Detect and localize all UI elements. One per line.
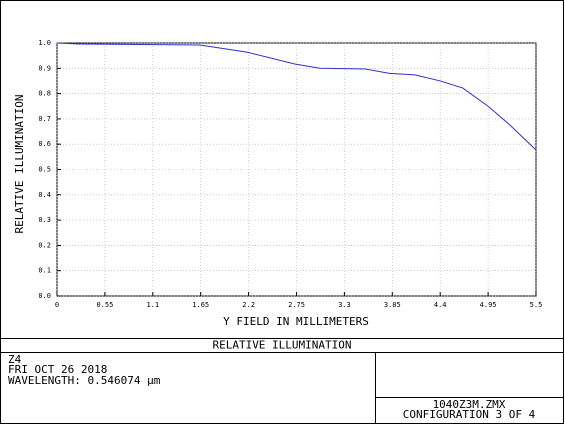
x-tick-label: 2.2: [242, 301, 255, 309]
chart-title: RELATIVE ILLUMINATION: [212, 339, 351, 352]
y-tick-label: 0.3: [38, 216, 51, 224]
y-tick-label: 0.4: [38, 191, 51, 199]
x-tick-label: 4.4: [434, 301, 447, 309]
x-tick-label: 0.55: [96, 301, 113, 309]
y-tick-label: 0.1: [38, 267, 51, 275]
y-tick-label: 1.0: [38, 39, 51, 47]
y-tick-label: 0.6: [38, 140, 51, 148]
file-name: 1040Z3M.ZMX: [433, 398, 506, 411]
x-tick-label: 5.5: [530, 301, 543, 309]
x-axis-label: Y FIELD IN MILLIMETERS: [223, 315, 369, 328]
x-tick-label: 2.75: [288, 301, 305, 309]
x-tick-label: 0: [55, 301, 59, 309]
x-tick-label: 3.3: [338, 301, 351, 309]
y-tick-label: 0.7: [38, 115, 51, 123]
x-tick-label: 1.1: [146, 301, 159, 309]
footer-line: WAVELENGTH: 0.546074 µm: [8, 374, 161, 387]
y-tick-label: 0.2: [38, 241, 51, 249]
y-tick-label: 0.8: [38, 90, 51, 98]
y-tick-label: 0.9: [38, 64, 51, 72]
x-tick-label: 3.85: [384, 301, 401, 309]
footer-line: Z4: [8, 353, 22, 366]
y-tick-label: 0.0: [38, 292, 51, 300]
configuration: CONFIGURATION 3 OF 4: [403, 408, 536, 421]
x-tick-label: 4.95: [480, 301, 497, 309]
y-axis-label: RELATIVE ILLUMINATION: [13, 94, 26, 233]
x-tick-label: 1.65: [192, 301, 209, 309]
data-line: [56, 42, 537, 151]
footer-line: FRI OCT 26 2018: [8, 363, 107, 376]
y-tick-label: 0.5: [38, 166, 51, 174]
